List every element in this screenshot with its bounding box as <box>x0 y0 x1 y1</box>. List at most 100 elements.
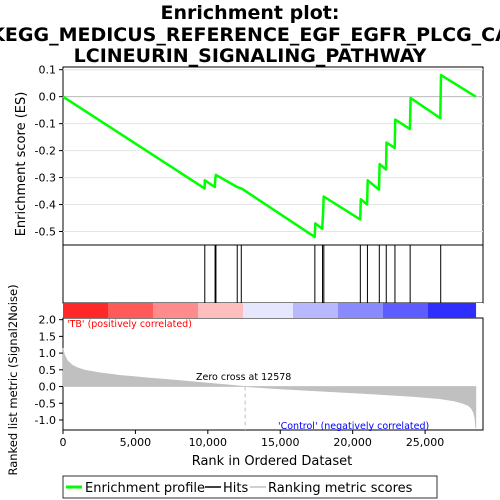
heat-strip <box>418 303 424 318</box>
legend-metric-label: Ranking metric scores <box>268 481 413 496</box>
heat-strip <box>398 303 404 318</box>
heat-strip <box>293 303 299 318</box>
heat-strip <box>108 303 114 318</box>
heat-strip <box>263 303 269 318</box>
heat-strip <box>323 303 329 318</box>
heat-strip <box>248 303 254 318</box>
heat-strip <box>428 303 434 318</box>
heat-strip <box>68 303 74 318</box>
heat-strip <box>233 303 239 318</box>
negative-correlation-label: 'Control' (negatively correlated) <box>278 421 429 432</box>
heat-strip <box>338 303 344 318</box>
hits-panel-frame <box>62 244 484 304</box>
heat-strip <box>318 303 324 318</box>
heat-strip <box>403 303 409 318</box>
es-y-axis-title: Enrichment score (ES) <box>14 92 29 237</box>
heat-strip <box>438 303 444 318</box>
heat-strip <box>118 303 124 318</box>
heat-strip <box>258 303 264 318</box>
rank-y-tick-label: 2.0 <box>39 314 57 327</box>
heat-strip <box>183 303 189 318</box>
ranking-metric-area <box>62 348 477 429</box>
heat-strip <box>168 303 174 318</box>
heat-strip <box>278 303 284 318</box>
heat-strip <box>128 303 134 318</box>
es-y-tick-label: 0.1 <box>39 64 57 77</box>
heat-strip <box>138 303 144 318</box>
chart-title-line1: Enrichment plot: <box>161 2 340 24</box>
heat-strip <box>123 303 129 318</box>
heat-strip <box>313 303 319 318</box>
heat-strip <box>163 303 169 318</box>
hits-series <box>204 245 442 303</box>
heat-strip <box>228 303 234 318</box>
x-tick-label: 10,000 <box>189 436 228 449</box>
heat-strip <box>173 303 179 318</box>
heat-strip <box>83 303 89 318</box>
chart-title-line3: LCINEURIN_SIGNALING_PATHWAY <box>74 45 427 67</box>
heat-strip <box>468 303 474 318</box>
x-axis-title: Rank in Ordered Dataset <box>192 454 353 469</box>
x-tick-label: 5,000 <box>120 436 152 449</box>
es-panel-frame <box>62 66 484 246</box>
heat-strip <box>268 303 274 318</box>
heat-strip <box>343 303 349 318</box>
heat-strip <box>188 303 194 318</box>
heat-strip <box>158 303 164 318</box>
heat-strip <box>193 303 199 318</box>
es-gridlines <box>63 69 483 233</box>
heat-strip <box>448 303 454 318</box>
heat-strip <box>73 303 79 318</box>
heat-strip <box>203 303 209 318</box>
ranking-metric-series <box>62 348 477 430</box>
es-y-tick-label: -0.3 <box>35 172 56 185</box>
x-tick-label: 20,000 <box>333 436 372 449</box>
heat-strip <box>223 303 229 318</box>
ranking-heat-bar <box>63 303 477 318</box>
heat-strip <box>113 303 119 318</box>
legend-hits-label: Hits <box>223 481 248 496</box>
heat-strip <box>443 303 449 318</box>
heat-strip <box>388 303 394 318</box>
rank-y-tick-label: -0.5 <box>35 397 56 410</box>
es-y-tick-label: -0.1 <box>35 118 56 131</box>
x-tick-label: 25,000 <box>406 436 445 449</box>
heat-strip <box>238 303 244 318</box>
rank-y-tick-label: -1.0 <box>35 414 56 427</box>
heat-strip <box>143 303 149 318</box>
rank-y-tick-label: 1.0 <box>39 347 57 360</box>
heat-strip <box>463 303 469 318</box>
heat-strip <box>363 303 369 318</box>
rank-y-tick-label: 0.0 <box>39 381 57 394</box>
heat-strip <box>453 303 459 318</box>
heat-strip <box>473 303 477 318</box>
heat-strip <box>348 303 354 318</box>
es-y-tick-label: -0.2 <box>35 145 56 158</box>
rank-y-tick-label: 1.5 <box>39 330 57 343</box>
heat-strip <box>243 303 249 318</box>
heat-strip <box>103 303 109 318</box>
heat-strip <box>308 303 314 318</box>
rank-y-axis-title: Ranked list metric (Signal2Noise) <box>6 284 20 475</box>
heat-strip <box>93 303 99 318</box>
heat-strip <box>353 303 359 318</box>
heat-strip <box>433 303 439 318</box>
heat-strip <box>393 303 399 318</box>
heat-strip <box>333 303 339 318</box>
heat-strip <box>218 303 224 318</box>
heat-strip <box>78 303 84 318</box>
heat-strip <box>148 303 154 318</box>
heat-strip <box>423 303 429 318</box>
heat-strip <box>358 303 364 318</box>
heat-strip <box>273 303 279 318</box>
legend-profile-label: Enrichment profile <box>85 481 205 496</box>
enrichment-profile-series <box>62 73 477 239</box>
chart-title-line2: KEGG_MEDICUS_REFERENCE_EGF_EGFR_PLCG_CA <box>0 24 500 46</box>
heat-strip <box>383 303 389 318</box>
heat-strip <box>298 303 304 318</box>
zero-cross-label: Zero cross at 12578 <box>196 372 291 383</box>
heat-strip <box>198 303 204 318</box>
heat-strip <box>253 303 259 318</box>
rank-y-tick-label: 0.5 <box>39 364 57 377</box>
